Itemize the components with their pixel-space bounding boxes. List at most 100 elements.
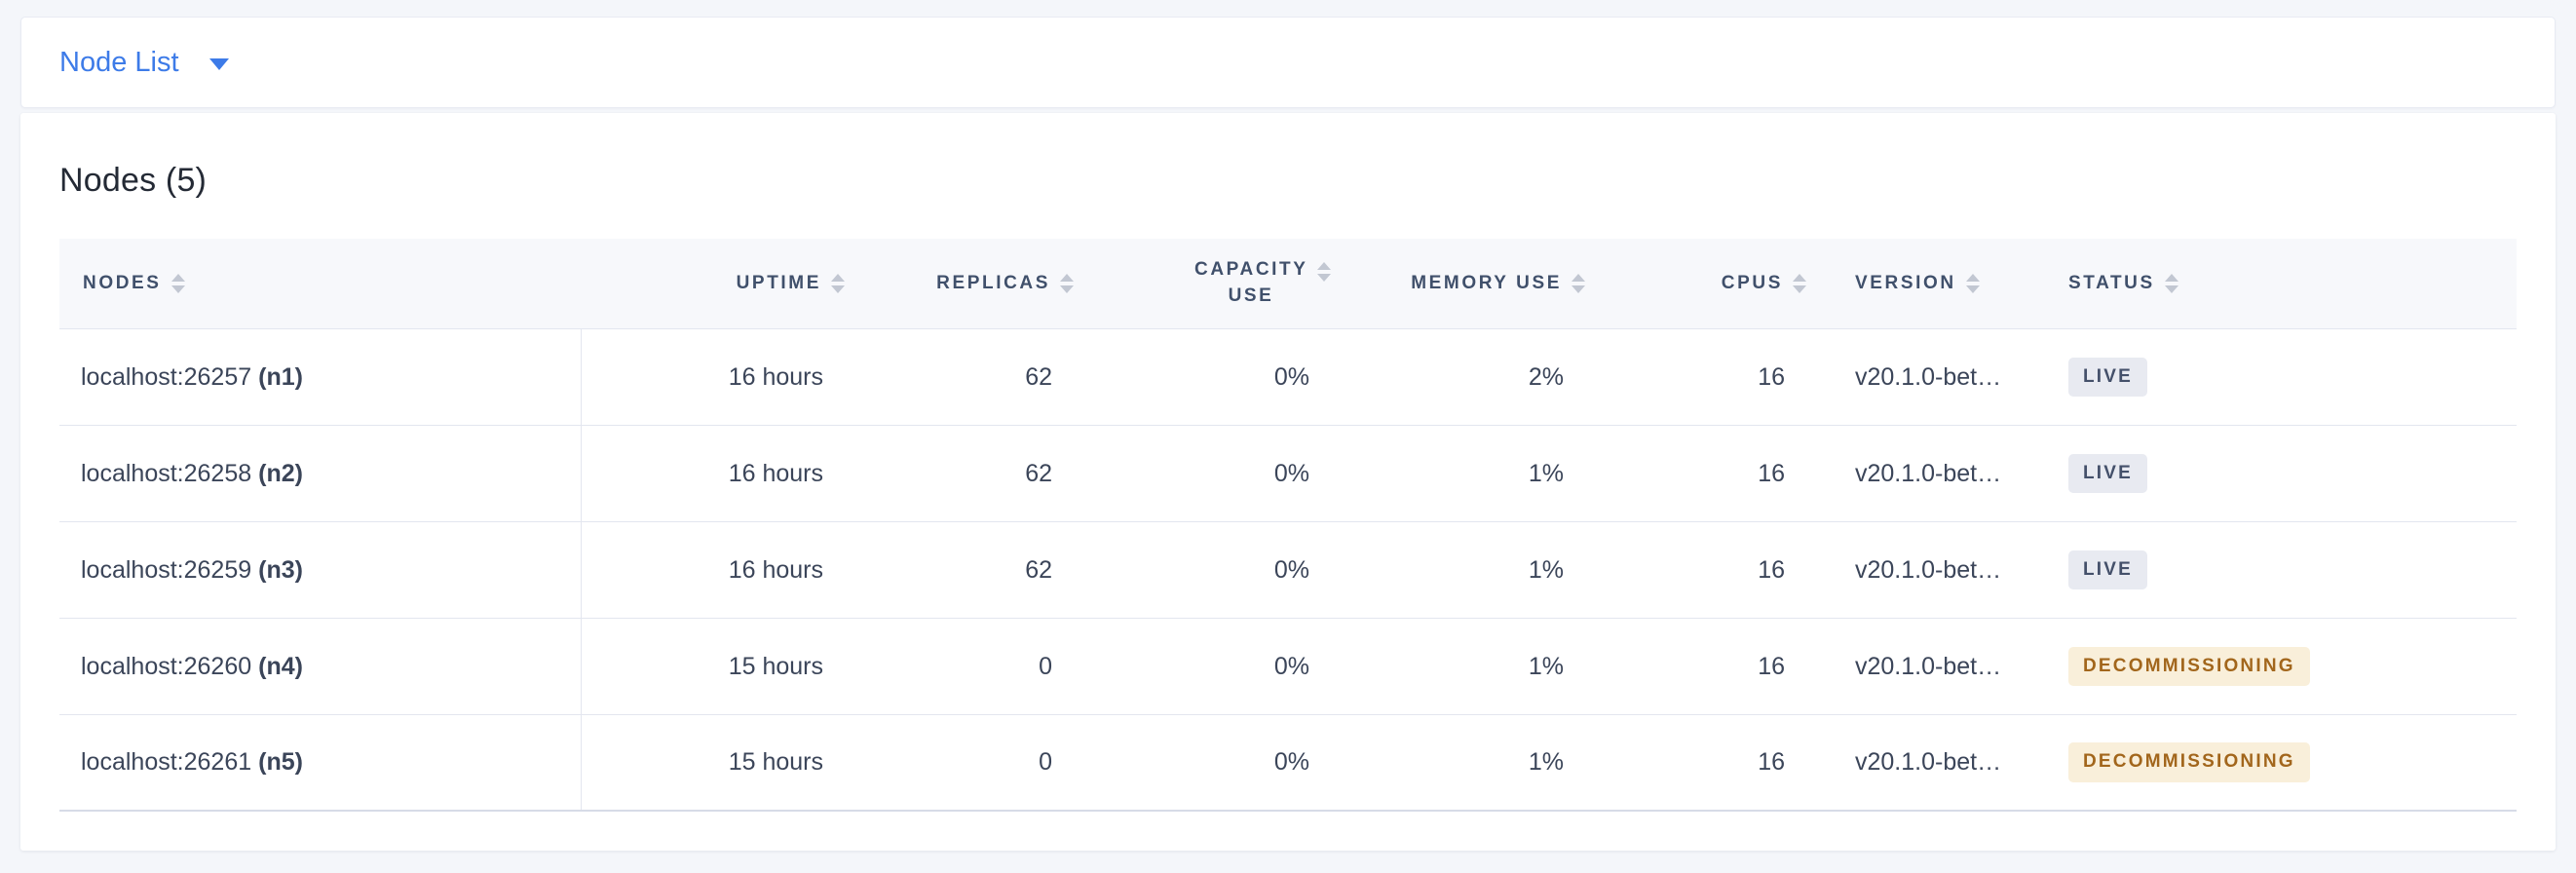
cell-status: LIVE [2045,522,2517,618]
node-id: (n2) [258,459,303,487]
cpus-value: 16 [1758,362,1785,391]
uptime-value: 16 hours [728,459,823,487]
table-row[interactable]: localhost:26258 (n2) 16 hours 62 0% 1% 1… [59,426,2517,522]
sort-icon [1317,262,1331,282]
replicas-value: 62 [1025,555,1052,584]
replicas-value: 62 [1025,459,1052,487]
column-header-cpus[interactable]: CPUS [1587,239,1808,328]
cpus-value: 16 [1758,555,1785,584]
replicas-value: 0 [1039,748,1052,776]
memory-use-value: 1% [1528,748,1564,776]
sort-icon [1965,274,1980,293]
cell-uptime: 15 hours [582,619,847,714]
replicas-value: 62 [1025,362,1052,391]
sort-icon [1572,274,1585,293]
status-badge: DECOMMISSIONING [2068,742,2310,782]
cell-node[interactable]: localhost:26261 (n5) [59,715,582,810]
column-header-label: STATUS [2068,273,2155,293]
table-row[interactable]: localhost:26257 (n1) 16 hours 62 0% 2% 1… [59,329,2517,426]
cell-capacity-use: 0% [1076,522,1333,618]
column-header-capacity-use[interactable]: CAPACITY USE [1076,239,1333,328]
chevron-down-icon [208,57,229,70]
uptime-value: 15 hours [728,748,823,776]
table-row[interactable]: localhost:26261 (n5) 15 hours 0 0% 1% 16… [59,715,2517,812]
cell-cpus: 16 [1587,426,1808,521]
table-body: localhost:26257 (n1) 16 hours 62 0% 2% 1… [59,329,2517,812]
cell-memory-use: 1% [1333,715,1587,810]
column-header-nodes[interactable]: NODES [59,239,582,328]
cpus-value: 16 [1758,748,1785,776]
memory-use-value: 1% [1528,555,1564,584]
capacity-use-value: 0% [1273,652,1309,680]
status-badge: LIVE [2068,550,2148,590]
cell-cpus: 16 [1587,619,1808,714]
table-row[interactable]: localhost:26260 (n4) 15 hours 0 0% 1% 16… [59,619,2517,715]
cell-uptime: 16 hours [582,329,847,425]
cell-replicas: 62 [847,522,1076,618]
view-selector-dropdown[interactable]: Node List [59,48,229,77]
cpus-value: 16 [1758,459,1785,487]
column-header-label: NODES [83,273,162,293]
capacity-use-value: 0% [1273,748,1309,776]
cell-uptime: 16 hours [582,522,847,618]
cell-capacity-use: 0% [1076,715,1333,810]
column-header-version[interactable]: VERSION [1808,239,2045,328]
cell-replicas: 62 [847,329,1076,425]
cell-cpus: 16 [1587,522,1808,618]
nodes-table: NODES UPTIME REPLICAS CAPACITY USE MEMOR… [59,239,2517,812]
cell-status: DECOMMISSIONING [2045,619,2517,714]
cell-memory-use: 1% [1333,426,1587,521]
uptime-value: 16 hours [728,555,823,584]
version-value: v20.1.0-bet… [1855,362,2002,391]
column-header-status[interactable]: STATUS [2045,239,2517,328]
cell-capacity-use: 0% [1076,619,1333,714]
cell-node[interactable]: localhost:26260 (n4) [59,619,582,714]
node-address: localhost:26257 [81,362,252,391]
replicas-value: 0 [1039,652,1052,680]
node-id: (n1) [258,362,303,391]
view-selector-bar: Node List [20,17,2556,108]
version-value: v20.1.0-bet… [1855,555,2002,584]
column-header-memory-use[interactable]: MEMORY USE [1333,239,1587,328]
memory-use-value: 2% [1528,362,1564,391]
cell-cpus: 16 [1587,715,1808,810]
cell-node[interactable]: localhost:26258 (n2) [59,426,582,521]
node-id: (n3) [258,555,303,584]
capacity-use-value: 0% [1273,555,1309,584]
status-badge: DECOMMISSIONING [2068,646,2310,687]
sort-icon [1060,274,1074,293]
table-header-row: NODES UPTIME REPLICAS CAPACITY USE MEMOR… [59,239,2517,329]
cell-version: v20.1.0-bet… [1808,619,2045,714]
page-title: Nodes (5) [59,162,208,199]
column-header-replicas[interactable]: REPLICAS [847,239,1076,328]
uptime-value: 16 hours [728,362,823,391]
nodes-panel: Nodes (5) NODES UPTIME REPLICAS CAPACITY… [20,113,2556,851]
version-value: v20.1.0-bet… [1855,459,2002,487]
cell-version: v20.1.0-bet… [1808,522,2045,618]
cell-version: v20.1.0-bet… [1808,329,2045,425]
capacity-use-value: 0% [1273,362,1309,391]
node-address: localhost:26261 [81,748,252,776]
cell-status: LIVE [2045,329,2517,425]
version-value: v20.1.0-bet… [1855,652,2002,680]
node-id: (n5) [258,748,303,776]
cell-memory-use: 1% [1333,619,1587,714]
column-header-uptime[interactable]: UPTIME [582,239,847,328]
column-header-label: MEMORY USE [1411,273,1562,293]
cell-node[interactable]: localhost:26257 (n1) [59,329,582,425]
table-row[interactable]: localhost:26259 (n3) 16 hours 62 0% 1% 1… [59,522,2517,619]
sort-icon [1793,274,1806,293]
status-badge: LIVE [2068,453,2148,494]
cell-version: v20.1.0-bet… [1808,426,2045,521]
cell-cpus: 16 [1587,329,1808,425]
column-header-label: UPTIME [736,273,821,293]
cell-status: DECOMMISSIONING [2045,715,2517,810]
cell-uptime: 16 hours [582,426,847,521]
cell-node[interactable]: localhost:26259 (n3) [59,522,582,618]
status-badge: LIVE [2068,357,2148,398]
cell-replicas: 0 [847,715,1076,810]
sort-icon [831,274,845,293]
node-address: localhost:26260 [81,652,252,680]
cell-uptime: 15 hours [582,715,847,810]
